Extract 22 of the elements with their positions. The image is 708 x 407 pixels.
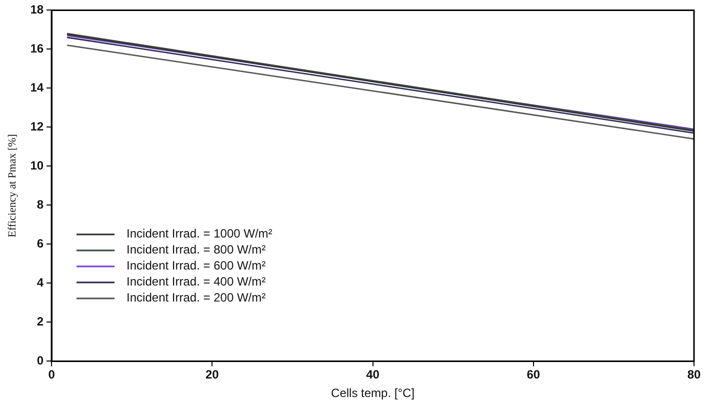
legend-label: Incident Irrad. = 600 W/m² <box>126 258 266 273</box>
y-tick-label: 16 <box>30 42 44 56</box>
y-tick-label: 18 <box>30 2 44 17</box>
y-tick-label: 12 <box>30 120 44 134</box>
x-tick-label: 40 <box>366 368 380 382</box>
x-tick-label: 0 <box>48 368 56 382</box>
y-tick-label: 14 <box>30 80 44 95</box>
y-tick-label: 6 <box>36 236 44 251</box>
y-tick-label: 4 <box>36 276 44 290</box>
legend-label: Incident Irrad. = 1000 W/m² <box>126 226 272 241</box>
y-tick-label: 8 <box>36 198 44 212</box>
legend-label: Incident Irrad. = 400 W/m² <box>126 274 266 289</box>
x-axis-title: Cells temp. [°C] <box>331 386 415 400</box>
y-tick-label: 2 <box>36 314 44 329</box>
y-tick-label: 0 <box>36 354 44 368</box>
x-tick-label: 80 <box>687 368 701 382</box>
legend-label: Incident Irrad. = 800 W/m² <box>126 242 266 257</box>
y-tick-label: 10 <box>30 158 44 173</box>
x-tick-label: 60 <box>526 368 540 382</box>
y-axis-title: Efficiency at Pmax [%] <box>6 134 18 238</box>
x-tick-label: 20 <box>205 368 220 382</box>
legend-label: Incident Irrad. = 200 W/m² <box>126 290 266 305</box>
